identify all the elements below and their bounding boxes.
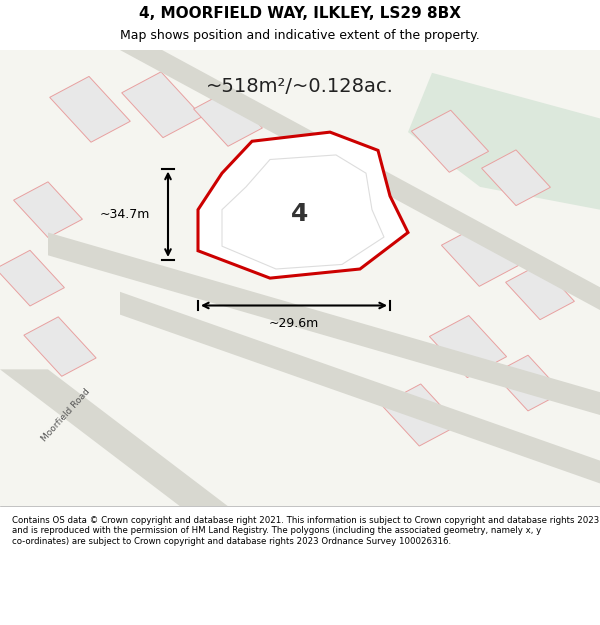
Text: Map shows position and indicative extent of the property.: Map shows position and indicative extent… xyxy=(120,29,480,42)
Text: ~518m²/~0.128ac.: ~518m²/~0.128ac. xyxy=(206,77,394,96)
Polygon shape xyxy=(48,232,600,415)
Polygon shape xyxy=(430,316,506,378)
Polygon shape xyxy=(482,150,550,206)
Polygon shape xyxy=(194,91,262,146)
Text: ~34.7m: ~34.7m xyxy=(100,208,150,221)
Polygon shape xyxy=(50,76,130,142)
Polygon shape xyxy=(494,355,562,411)
Polygon shape xyxy=(412,110,488,173)
Polygon shape xyxy=(506,264,574,319)
Polygon shape xyxy=(442,224,518,286)
Polygon shape xyxy=(382,384,458,446)
Polygon shape xyxy=(122,72,202,138)
Text: Contains OS data © Crown copyright and database right 2021. This information is : Contains OS data © Crown copyright and d… xyxy=(12,516,599,546)
Text: ~29.6m: ~29.6m xyxy=(269,318,319,330)
Polygon shape xyxy=(24,317,96,376)
Polygon shape xyxy=(120,292,600,484)
Polygon shape xyxy=(14,182,82,238)
Text: 4, MOORFIELD WAY, ILKLEY, LS29 8BX: 4, MOORFIELD WAY, ILKLEY, LS29 8BX xyxy=(139,6,461,21)
Text: 4: 4 xyxy=(292,202,308,226)
Polygon shape xyxy=(0,250,64,306)
Polygon shape xyxy=(120,27,600,310)
Polygon shape xyxy=(0,369,228,506)
Polygon shape xyxy=(198,132,408,278)
Text: Moorfield Road: Moorfield Road xyxy=(40,387,92,443)
Polygon shape xyxy=(408,72,600,210)
